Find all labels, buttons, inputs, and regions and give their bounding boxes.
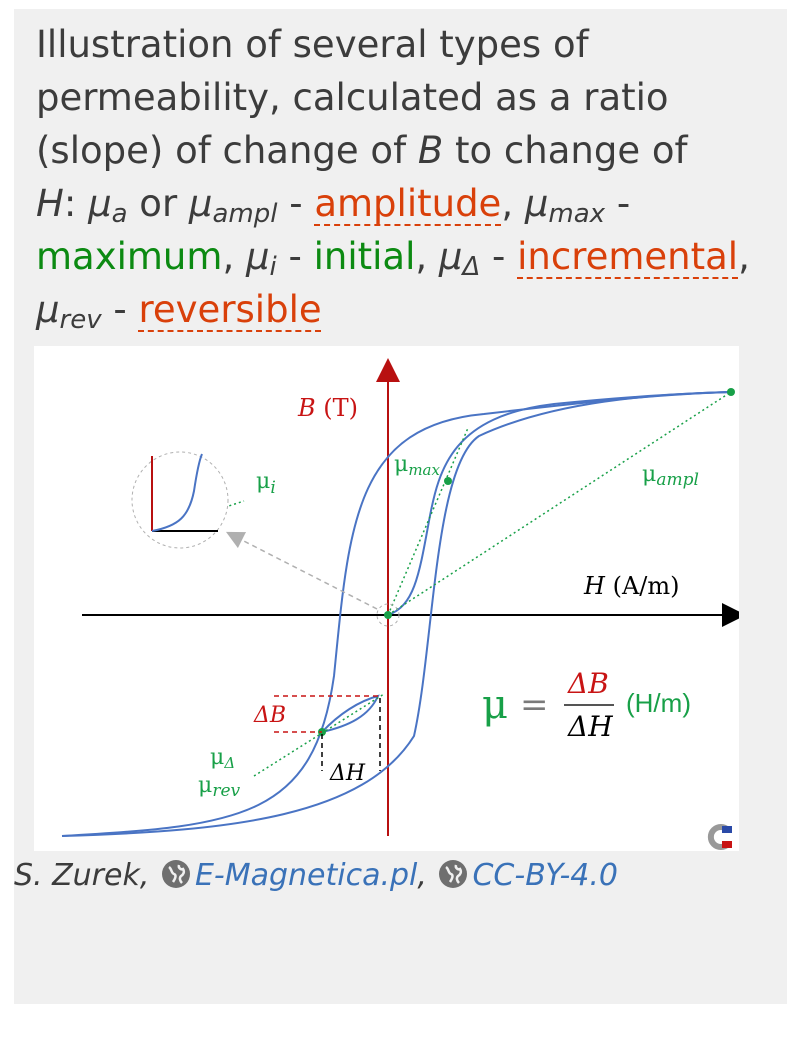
mu-i-label: μi [256, 469, 276, 498]
link-e-magnetica[interactable]: E-Magnetica.pl [194, 858, 418, 893]
svg-text:=: = [520, 685, 549, 725]
mu-rev-label: μrev [198, 773, 240, 801]
figure-caption: Illustration of several types of permeabi… [36, 23, 750, 335]
link-license[interactable]: CC-BY-4.0 [472, 858, 618, 893]
delta-h-label: ΔH [329, 761, 366, 786]
attribution: S. Zurek, E-Magnetica.pl, CC-BY-4.0 [14, 858, 618, 893]
origin-point[interactable] [384, 611, 392, 619]
mu-ampl-label: μampl [642, 462, 699, 490]
mu-delta-label: μΔ [210, 745, 235, 772]
e-magnetica-logo [707, 824, 732, 850]
svg-text:(H/m): (H/m) [626, 688, 691, 718]
saturation-point[interactable] [727, 388, 735, 396]
svg-text:ΔB: ΔB [567, 667, 609, 700]
link-reversible[interactable]: reversible [138, 288, 322, 331]
mu-max-label: μmax [394, 452, 440, 479]
link-incremental[interactable]: incremental [517, 235, 739, 278]
link-maximum[interactable]: maximum [36, 235, 223, 278]
max-point[interactable] [444, 477, 452, 485]
delta-b-label: ΔB [253, 703, 286, 728]
h-axis-label: H (A/m) [583, 572, 679, 600]
b-axis-label: B (T) [297, 394, 358, 422]
permeability-formula: μ = ΔB ΔH (H/m) [482, 667, 691, 743]
zoom-arrow [225, 531, 378, 610]
permeability-diagram[interactable]: B (T) H (A/m) μmax μampl μi μΔ μrev ΔB Δ… [34, 346, 739, 851]
inset-circle [131, 451, 229, 549]
svg-text:μ: μ [482, 682, 508, 728]
mu-ampl-slope [387, 391, 732, 616]
origin-zoom-circle [376, 603, 400, 627]
inset-curve [151, 453, 203, 532]
globe-icon [439, 860, 468, 888]
mu-max-slope [387, 427, 469, 616]
svg-text:ΔH: ΔH [567, 710, 613, 743]
link-initial[interactable]: initial [313, 235, 416, 278]
link-amplitude[interactable]: amplitude [314, 182, 502, 225]
globe-icon [161, 860, 190, 888]
mu-delta-slope [253, 693, 385, 777]
loop-lower-branch [61, 391, 732, 837]
initial-magnetisation-curve [387, 391, 732, 616]
